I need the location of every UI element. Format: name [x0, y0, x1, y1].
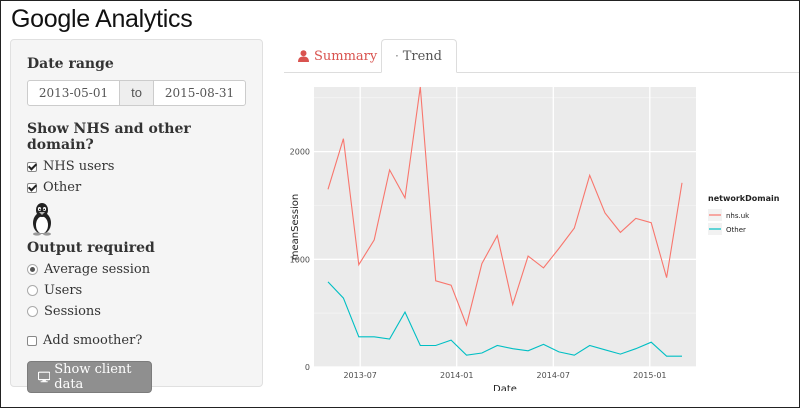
radio-sessions-label: Sessions: [44, 304, 101, 319]
show-client-data-button[interactable]: Show client data: [27, 361, 152, 393]
checkbox-nhs-users-label: NHS users: [43, 159, 115, 174]
checkbox-other[interactable]: Other: [27, 177, 246, 198]
x-tick-label: 2014-01: [440, 371, 473, 380]
x-tick-label: 2015-01: [633, 371, 666, 380]
x-tick-label: 2014-07: [537, 371, 570, 380]
radio-average-session-dot[interactable]: [27, 264, 38, 275]
y-axis-title: meanSession: [290, 194, 301, 261]
checkbox-other-label: Other: [43, 180, 82, 195]
y-tick-label: 1000: [290, 255, 310, 264]
radio-sessions[interactable]: Sessions: [27, 301, 246, 322]
x-axis-title: Date: [493, 384, 517, 391]
tab-summary[interactable]: Summary: [284, 39, 391, 73]
radio-average-session[interactable]: Average session: [27, 259, 246, 280]
tab-trend-label: Trend: [402, 48, 442, 64]
radio-users-dot[interactable]: [27, 285, 38, 296]
legend-title: networkDomain: [708, 194, 780, 203]
monitor-icon: [38, 371, 51, 383]
output-label: Output required: [27, 240, 155, 256]
domain-label: Show NHS and other domain?: [27, 121, 191, 153]
date-range-picker: 2013-05-01 to 2015-08-31: [27, 80, 246, 106]
tab-summary-label: Summary: [314, 48, 378, 64]
legend-label: nhs.uk: [726, 212, 750, 220]
radio-users[interactable]: Users: [27, 280, 246, 301]
checkbox-add-smoother[interactable]: Add smoother?: [27, 330, 246, 351]
sidebar-panel: Date range 2013-05-01 to 2015-08-31 Show…: [10, 39, 263, 393]
checkbox-add-smoother-box[interactable]: [27, 335, 37, 346]
trend-chart-svg: 0 1000 2000 2013-07 2014-01 2014-07 2015-01 Dat…: [290, 86, 780, 395]
radio-users-label: Users: [44, 283, 83, 298]
checkbox-nhs-users-box[interactable]: [27, 161, 37, 172]
checkbox-add-smoother-label: Add smoother?: [43, 333, 143, 348]
tab-trend[interactable]: Trend: [381, 39, 457, 73]
date-range-label: Date range: [27, 56, 114, 72]
y-tick-label: 0: [305, 363, 310, 372]
legend-label: Other: [726, 226, 746, 234]
x-tick-label: 2013-07: [343, 371, 376, 380]
series-line-other: [327, 281, 682, 357]
date-separator: to: [120, 80, 153, 106]
radio-sessions-dot[interactable]: [27, 306, 38, 317]
trend-chart: 0 1000 2000 2013-07 2014-01 2014-07 2015-01 Dat…: [284, 81, 799, 395]
date-end-input[interactable]: 2015-08-31: [153, 80, 246, 106]
plot-panel: [314, 87, 696, 367]
y-tick-label: 2000: [290, 148, 310, 157]
app-title: Google Analytics: [11, 5, 193, 33]
checkbox-nhs-users[interactable]: NHS users: [27, 156, 246, 177]
calendar-icon: [396, 55, 398, 57]
tux-penguin-icon: [33, 203, 51, 236]
checkbox-other-box[interactable]: [27, 182, 37, 193]
tab-bar: Summary Trend: [284, 39, 799, 73]
show-client-data-label: Show client data: [54, 362, 132, 392]
radio-average-session-label: Average session: [44, 262, 151, 277]
series-line-nhs-uk: [327, 86, 683, 327]
user-icon: [298, 50, 309, 62]
date-start-input[interactable]: 2013-05-01: [27, 80, 120, 106]
